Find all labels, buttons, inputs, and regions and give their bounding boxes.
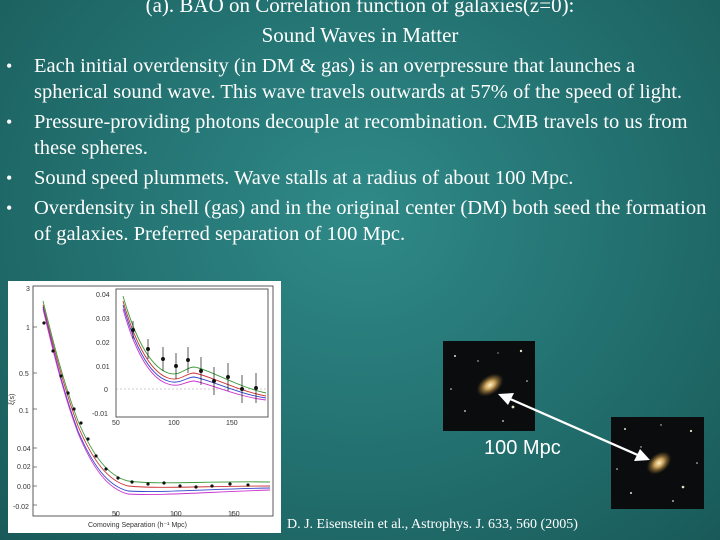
model-curve-green (42, 300, 271, 484)
main-y-tick: 3 (26, 286, 30, 293)
bullet-item: • Pressure-providing photons decouple at … (0, 109, 720, 161)
inset-y-tick: 0.01 (96, 364, 110, 371)
inset-y-tick: 0 (104, 387, 108, 394)
citation: D. J. Eisenstein et al., Astrophys. J. 6… (287, 517, 578, 532)
galaxy-image-left (443, 341, 535, 431)
inset-curve-magenta (122, 308, 267, 401)
bullet-text: Overdensity in shell (gas) and in the or… (34, 197, 707, 245)
bullet-item: • Each initial overdensity (in DM & gas) … (0, 53, 720, 105)
bullet-icon: • (6, 112, 13, 132)
main-y-tick: 0.00 (17, 484, 31, 491)
main-plot-frame (32, 285, 274, 517)
main-y-tick: 0.5 (19, 371, 29, 378)
bullet-item: • Overdensity in shell (gas) and in the o… (0, 195, 720, 247)
inset-y-tick: 0.03 (96, 316, 110, 323)
correlation-plot-graphic: 3 1 0.5 0.1 0.04 0.02 0.00 -0.02 ξ(s) 50… (9, 285, 274, 529)
x-axis-label: Comoving Separation (h⁻¹ Mpc) (88, 522, 187, 529)
bullet-item: • Sound speed plummets. Wave stalls at a … (0, 165, 720, 191)
inset-x-tick: 50 (112, 420, 120, 427)
inset-y-tick: -0.01 (92, 411, 108, 418)
main-y-tick: 0.04 (17, 446, 31, 453)
correlation-function-figure: 3 1 0.5 0.1 0.04 0.02 0.00 -0.02 ξ(s) 50… (8, 281, 281, 533)
galaxy-image-right (611, 417, 704, 509)
main-y-tick: 1 (26, 325, 30, 332)
inset-curve-blue (122, 304, 267, 399)
main-x-tick: 150 (228, 511, 240, 518)
inset-x-tick: 150 (226, 420, 238, 427)
bullet-list: • Each initial overdensity (in DM & gas) … (0, 53, 720, 251)
inset-curve-green (122, 295, 267, 394)
model-curve-magenta (42, 308, 271, 495)
slide-title-line1: (a). BAO on Correlation function of gala… (145, 0, 575, 17)
main-y-tick: 0.02 (17, 464, 31, 471)
main-data-points (42, 321, 250, 489)
bullet-icon: • (6, 56, 13, 76)
main-y-tick: 0.1 (19, 408, 29, 415)
bullet-text: Sound speed plummets. Wave stalls at a r… (34, 167, 574, 189)
distance-label: 100 Mpc (484, 437, 561, 459)
bullet-icon: • (6, 168, 13, 188)
main-y-tick: -0.02 (13, 504, 29, 511)
main-x-tick: 100 (170, 511, 182, 518)
inset-x-tick: 100 (168, 420, 180, 427)
inset-curve-red (122, 300, 267, 397)
y-axis-label: ξ(s) (9, 394, 16, 405)
bullet-text: Pressure-providing photons decouple at r… (34, 111, 688, 159)
inset-y-tick: 0.02 (96, 340, 110, 347)
slide-title-line2: Sound Waves in Matter (261, 23, 459, 47)
model-curve-blue (42, 306, 271, 492)
bullet-text: Each initial overdensity (in DM & gas) i… (34, 55, 683, 103)
model-curve-red (42, 304, 271, 488)
inset-data-points (131, 321, 258, 403)
bullet-icon: • (6, 198, 13, 218)
inset-y-tick: 0.04 (96, 292, 110, 299)
